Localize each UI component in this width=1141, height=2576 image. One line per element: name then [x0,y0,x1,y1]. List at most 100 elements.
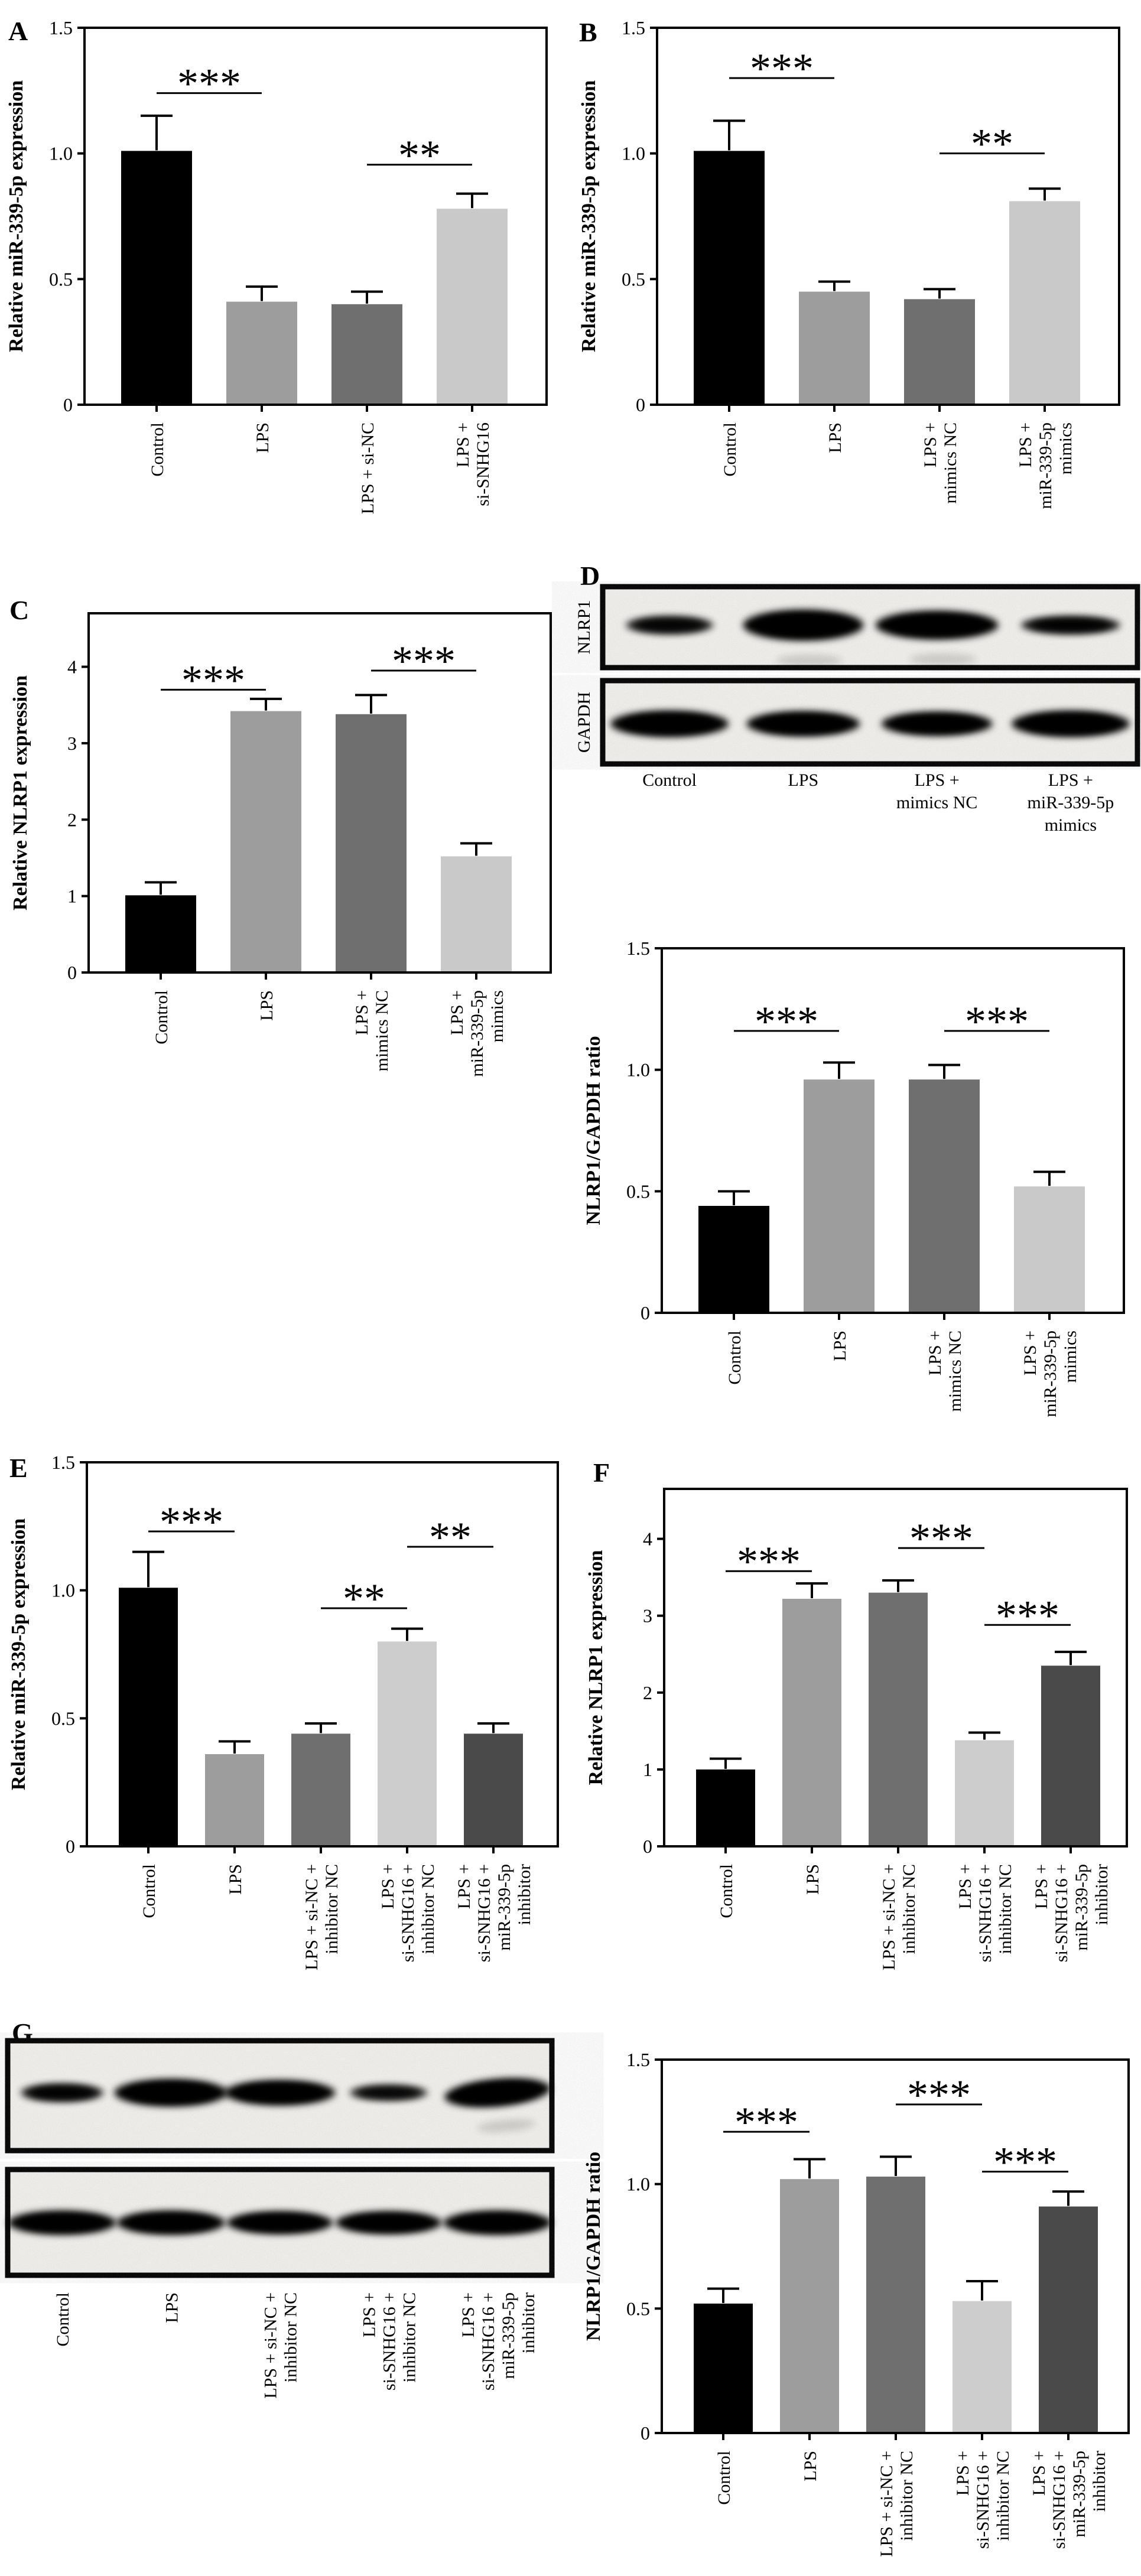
blot-band [610,711,729,737]
significance-stars: *** [181,656,245,704]
category-label: LPS + [1029,2451,1049,2496]
panel-letter-e: E [9,1453,28,1483]
y-tick-label: 0 [63,394,73,415]
y-axis-label: NLRP1/GAPDH ratio [583,2152,604,2341]
significance-stars: ** [971,121,1013,168]
lane-label: miR-339-5p [499,2292,518,2379]
category-label: inhibitor NC [897,2451,916,2541]
y-tick-label: 0 [641,1302,650,1323]
bar [1041,1666,1100,1846]
bar [441,856,512,972]
category-label: mimics [1056,422,1075,474]
bar [119,1588,178,1846]
category-label: miR-339-5p [467,990,487,1077]
category-label: miR-339-5p [1072,1864,1091,1951]
category-label: si-SNHG16 + [1049,2451,1069,2549]
significance-stars: ** [343,1575,385,1622]
blot-band [114,2079,228,2106]
category-label: inhibitor [1090,2451,1109,2512]
y-tick-label: 0 [641,2422,650,2444]
bar [909,1079,980,1313]
bar-chart-b: Control LPS LPS + mimics NC LPS + miR-339-5p m… [578,17,1120,509]
bar [694,2303,753,2433]
bar-chart-e: Control LPS LPS + si-NC + inhibitor NC LPS +… [8,1452,559,1970]
bar [336,714,407,972]
bar [230,711,301,972]
category-label: mimics [1061,1331,1080,1383]
blot-band [1011,711,1130,737]
bar [464,1733,523,1846]
category-label: LPS + [1032,1864,1051,1909]
category-label: LPS [226,1864,245,1895]
plot-box [663,1488,1128,1848]
category-label: LPS + si-NC + [302,1864,321,1970]
category-label: inhibitor [515,1864,534,1925]
y-tick-label: 3 [643,1605,652,1627]
significance-stars: *** [993,2139,1057,2186]
category-label: LPS + si-NC + [877,2451,896,2557]
bar [799,291,870,405]
category-label: miR-339-5p [495,1864,514,1951]
bar-chart-f: Control LPS LPS + si-NC + inhibitor NC LPS +… [585,1488,1128,1970]
category-label: LPS [253,422,272,453]
category-label: Control [720,422,740,477]
category-label: mimics NC [941,422,960,504]
lane-label: LPS + [459,2292,478,2337]
bar-chart-a: Control LPS LPS + si-NC LPS + si-SNHG16 0 0.5 1… [5,17,548,514]
category-label: inhibitor NC [996,1864,1015,1954]
category-label: LPS + [447,990,467,1035]
blot-band [626,616,714,634]
y-tick-label: 1.5 [626,2049,650,2070]
blot-band [116,2211,226,2235]
y-tick-label: 0.5 [622,268,645,290]
category-label: si-SNHG16 + [973,2451,993,2549]
category-label: LPS [825,422,845,453]
bar [804,1079,875,1313]
plot-box [86,1461,559,1848]
y-tick-label: 0 [643,1836,652,1857]
bar [1009,201,1080,405]
y-axis-label: NLRP1/GAPDH ratio [583,1036,604,1225]
lane-label: si-SNHG16 + [380,2292,399,2390]
blot-band [8,2211,117,2235]
category-label: LPS + [955,1864,975,1909]
category-label: LPS [801,2451,820,2481]
y-axis-label: Relative miR-339-5p expression [578,80,600,352]
category-label: LPS + [378,1864,398,1909]
significance-stars: *** [755,998,818,1045]
panel-letter-c: C [9,595,30,625]
y-tick-label: 1.0 [626,2174,650,2195]
bar [1014,1186,1085,1313]
y-axis-label: Relative NLRP1 expression [9,675,31,910]
bar [780,2179,839,2433]
category-label: inhibitor NC [418,1864,438,1954]
lane-label: inhibitor NC [400,2292,420,2383]
plot-box [661,947,1125,1314]
y-axis-label: Relative miR-339-5p expression [8,1518,30,1790]
bar [866,2177,925,2433]
y-tick-label: 4 [67,656,77,678]
y-tick-label: 1 [643,1759,652,1780]
lane-label: LPS + [1048,770,1093,790]
category-label: LPS + [1016,422,1035,467]
plot-box [661,2058,1130,2434]
category-label: LPS + [454,1864,474,1909]
significance-stars: *** [160,1498,223,1546]
category-label: LPS + [1020,1331,1040,1375]
western-blot-d: NLRP1 GAPDH Control LPS LPS + mimics NC LPS + m… [574,584,1140,835]
category-label: Control [152,990,171,1045]
category-label: LPS + [953,2451,973,2496]
bar [869,1592,928,1846]
blot-band [226,2211,333,2234]
lane-label: mimics [1045,815,1097,835]
bar [331,304,402,405]
significance-stars: *** [734,2099,798,2146]
bar [953,2301,1012,2433]
category-label: mimics NC [372,990,392,1072]
blot-band [444,2078,551,2132]
category-label: Control [714,2451,734,2505]
western-blot-g: Control LPS LPS + si-NC + inhibitor NC LPS +… [5,2038,555,2399]
category-label: miR-339-5p [1070,2451,1089,2538]
panel-letter-a: A [8,16,28,46]
y-tick-label: 0 [636,394,645,415]
